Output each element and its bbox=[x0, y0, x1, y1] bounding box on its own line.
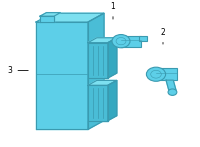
Polygon shape bbox=[88, 43, 108, 78]
Circle shape bbox=[146, 67, 166, 81]
Circle shape bbox=[151, 70, 161, 78]
Bar bbox=[121, 36, 141, 47]
Polygon shape bbox=[108, 38, 117, 78]
Text: 2: 2 bbox=[161, 28, 165, 44]
Polygon shape bbox=[108, 80, 117, 121]
Polygon shape bbox=[40, 16, 54, 22]
Bar bbox=[139, 36, 147, 41]
Polygon shape bbox=[88, 13, 104, 129]
Polygon shape bbox=[36, 13, 104, 22]
Polygon shape bbox=[88, 80, 117, 85]
Polygon shape bbox=[36, 22, 88, 129]
Circle shape bbox=[116, 37, 126, 45]
Polygon shape bbox=[88, 85, 108, 121]
Circle shape bbox=[168, 89, 177, 95]
Text: 3: 3 bbox=[8, 66, 28, 75]
Polygon shape bbox=[40, 13, 60, 16]
Bar bbox=[156, 68, 177, 80]
Polygon shape bbox=[166, 80, 176, 90]
Text: 1: 1 bbox=[111, 2, 115, 19]
Circle shape bbox=[112, 35, 130, 48]
Polygon shape bbox=[88, 38, 117, 43]
